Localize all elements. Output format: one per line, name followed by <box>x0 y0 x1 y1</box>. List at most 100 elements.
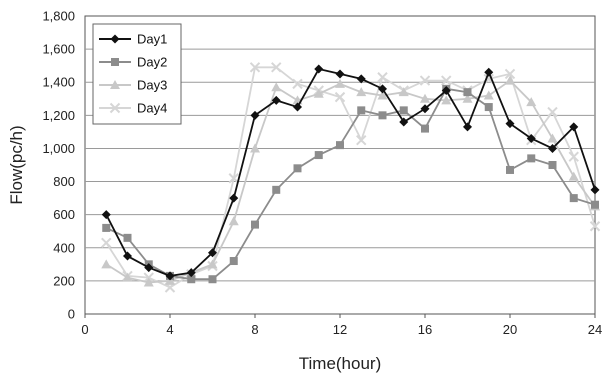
legend-item-day3: Day3 <box>99 78 167 93</box>
data-point-day2 <box>527 154 536 163</box>
data-point-day4 <box>547 106 558 118</box>
data-point-day2 <box>484 103 493 112</box>
legend-label-day1: Day1 <box>137 32 167 47</box>
y-tick-label: 1,400 <box>42 75 75 90</box>
data-point-day4 <box>356 134 367 146</box>
data-point-day3 <box>207 259 218 269</box>
data-point-day2 <box>251 220 259 229</box>
data-point-day3 <box>568 171 579 181</box>
x-tick-label: 0 <box>81 322 88 337</box>
data-point-day3 <box>250 143 260 153</box>
data-point-day4 <box>101 237 112 249</box>
legend-label-day4: Day4 <box>137 101 167 116</box>
data-point-day1 <box>165 271 175 281</box>
data-point-day4 <box>228 173 239 184</box>
data-point-day3 <box>547 133 558 143</box>
data-point-day3 <box>143 277 154 287</box>
x-tick-label: 12 <box>333 322 347 337</box>
data-point-day2 <box>102 223 111 232</box>
y-tick-label: 1,000 <box>42 141 75 156</box>
data-point-day1 <box>484 67 494 77</box>
y-tick-label: 0 <box>68 307 75 322</box>
y-tick-label: 200 <box>53 273 75 288</box>
data-point-day3 <box>441 95 452 105</box>
data-point-day1 <box>463 122 472 132</box>
data-point-day4 <box>568 151 579 162</box>
data-point-day1 <box>271 95 281 105</box>
data-point-day2 <box>569 194 578 203</box>
data-point-day4 <box>441 75 452 86</box>
data-point-day3 <box>271 82 282 92</box>
data-point-day4 <box>334 91 346 103</box>
data-point-day4 <box>419 75 431 86</box>
data-point-day1 <box>335 69 345 79</box>
legend-swatch-marker <box>111 58 119 66</box>
x-tick-label: 8 <box>251 322 258 337</box>
data-point-day3 <box>462 93 473 103</box>
data-point-day4 <box>292 78 303 90</box>
legend-swatch-marker <box>110 34 120 44</box>
legend-label-day3: Day3 <box>137 78 167 93</box>
data-point-day1 <box>208 248 217 258</box>
series-day1 <box>101 64 600 281</box>
data-point-day2 <box>399 106 408 115</box>
series-day2 <box>102 84 599 284</box>
y-tick-label: 1,600 <box>42 42 75 57</box>
data-point-day4 <box>589 221 601 232</box>
data-point-day3 <box>420 93 430 103</box>
y-tick-label: 400 <box>53 240 75 255</box>
data-point-day1 <box>505 119 515 129</box>
x-tick-label: 24 <box>588 322 602 337</box>
data-point-day1 <box>569 122 579 132</box>
data-point-day2 <box>357 106 366 115</box>
data-point-day1 <box>144 263 154 273</box>
data-point-day1 <box>548 143 557 153</box>
series-layer <box>101 62 601 293</box>
data-point-day1 <box>250 110 260 120</box>
legend-swatch-marker <box>110 80 120 89</box>
x-tick-label: 20 <box>503 322 517 337</box>
legend-item-day1: Day1 <box>99 32 167 47</box>
x-tick-label: 16 <box>418 322 432 337</box>
data-point-day1 <box>399 117 409 127</box>
data-point-day2 <box>293 164 302 173</box>
legend-label-day2: Day2 <box>137 55 167 70</box>
tick-labels: 0 200 400 600 800 1,000 1,200 1,400 1,600 1,800 0 4… <box>42 9 602 338</box>
data-point-day3 <box>228 216 239 226</box>
data-point-day1 <box>378 84 387 94</box>
data-point-day3 <box>101 259 112 269</box>
data-point-day1 <box>186 268 196 278</box>
data-point-day2 <box>378 111 387 120</box>
data-point-day1 <box>101 210 111 220</box>
y-tick-label: 800 <box>53 174 75 189</box>
data-point-day1 <box>590 185 600 195</box>
data-point-day3 <box>335 78 345 88</box>
data-point-day4 <box>249 62 261 73</box>
data-point-day2 <box>187 275 196 284</box>
data-point-day1 <box>356 74 366 84</box>
data-point-day1 <box>229 193 239 203</box>
data-point-day3 <box>122 272 133 282</box>
data-point-day3 <box>398 87 409 97</box>
x-tick-label: 4 <box>166 322 173 337</box>
y-tick-label: 1,200 <box>42 108 75 123</box>
legend-item-day4: Day4 <box>99 101 167 116</box>
data-point-day3 <box>483 90 494 100</box>
data-point-day2 <box>272 185 281 194</box>
data-point-day2 <box>548 161 557 169</box>
data-point-day1 <box>314 64 324 74</box>
y-axis-title: Flow(pc/h) <box>7 125 26 204</box>
data-point-day1 <box>420 104 430 114</box>
data-point-day2 <box>591 200 599 209</box>
data-point-day2 <box>421 124 429 133</box>
data-point-day2 <box>336 141 344 150</box>
data-point-day1 <box>293 102 302 112</box>
legend-item-day2: Day2 <box>99 55 167 70</box>
data-point-day1 <box>526 134 536 144</box>
data-point-day2 <box>506 165 514 174</box>
data-point-day4 <box>504 68 516 80</box>
data-point-day2 <box>314 151 323 160</box>
data-point-day3 <box>356 87 367 97</box>
data-point-day1 <box>441 86 451 95</box>
